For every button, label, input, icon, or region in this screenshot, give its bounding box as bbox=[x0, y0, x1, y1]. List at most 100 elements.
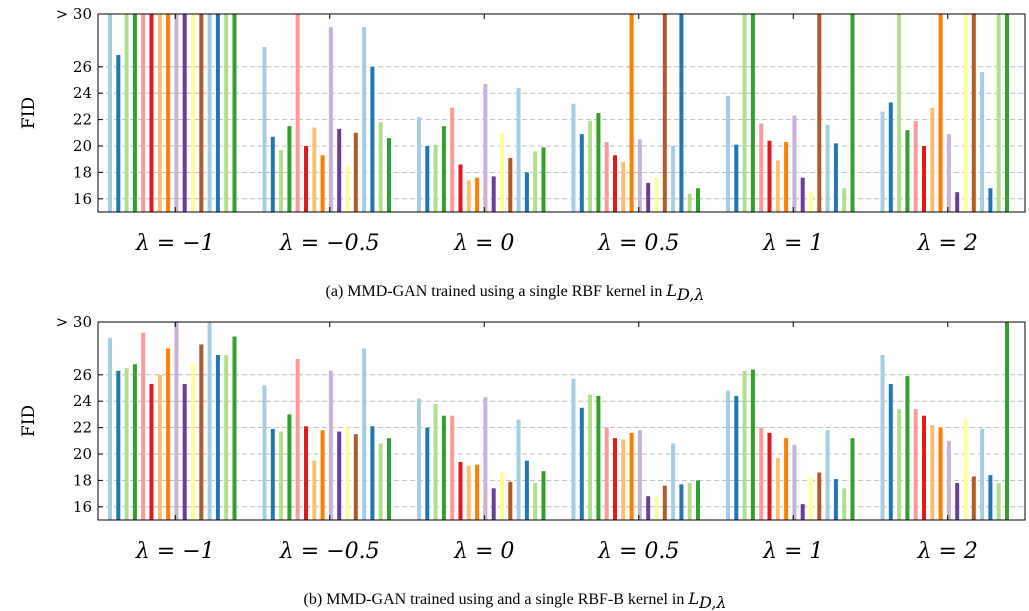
bar bbox=[458, 164, 463, 212]
x-tick-label: λ = 2 bbox=[917, 539, 978, 564]
bar bbox=[370, 426, 375, 520]
x-tick-label: λ = 1 bbox=[762, 231, 823, 256]
bar bbox=[637, 139, 642, 212]
bar bbox=[767, 432, 772, 520]
bar bbox=[938, 14, 943, 212]
bar bbox=[417, 398, 421, 520]
bar bbox=[353, 434, 358, 520]
caption: (a) MMD-GAN trained using a single RBF k… bbox=[326, 281, 705, 304]
bar bbox=[191, 364, 195, 520]
bar bbox=[491, 176, 496, 212]
bar bbox=[646, 182, 651, 212]
bar bbox=[232, 14, 237, 212]
y-tick-label: 20 bbox=[73, 445, 92, 463]
bar bbox=[149, 384, 154, 520]
bar bbox=[508, 481, 513, 520]
y-tick-label: 16 bbox=[73, 498, 92, 516]
bar bbox=[362, 348, 367, 520]
bar bbox=[224, 355, 229, 520]
bar bbox=[425, 146, 430, 212]
bar bbox=[132, 364, 137, 520]
bar bbox=[687, 193, 692, 212]
bar bbox=[182, 14, 187, 212]
bar bbox=[792, 115, 797, 212]
bar bbox=[304, 146, 308, 212]
bar bbox=[387, 138, 391, 212]
bar bbox=[124, 14, 129, 212]
bar bbox=[996, 483, 1001, 520]
bar bbox=[646, 496, 651, 520]
plot-frame bbox=[97, 321, 1026, 521]
bar bbox=[946, 440, 951, 520]
x-tick-label: λ = 0 bbox=[453, 231, 514, 256]
bar bbox=[516, 419, 521, 520]
bar bbox=[687, 483, 692, 520]
bar bbox=[963, 14, 968, 212]
bar bbox=[441, 126, 446, 212]
x-tick-label: λ = 0.5 bbox=[597, 231, 679, 256]
bar bbox=[742, 370, 747, 520]
y-tick-label: 22 bbox=[73, 419, 92, 437]
bar bbox=[775, 160, 780, 212]
bar bbox=[433, 144, 438, 212]
bar bbox=[425, 427, 430, 520]
bar bbox=[946, 134, 951, 212]
bar bbox=[295, 14, 300, 212]
bar bbox=[328, 370, 333, 520]
bar bbox=[579, 134, 584, 212]
bar bbox=[596, 395, 601, 520]
bar bbox=[215, 355, 220, 520]
bar bbox=[108, 14, 112, 212]
bar bbox=[588, 120, 593, 212]
bar bbox=[328, 27, 333, 213]
bar bbox=[963, 418, 968, 520]
bar bbox=[337, 128, 342, 212]
bar bbox=[930, 424, 935, 520]
y-tick-label-top: > 30 bbox=[56, 313, 92, 331]
bar bbox=[784, 142, 789, 212]
bar bbox=[971, 14, 976, 212]
caption: (b) MMD-GAN trained using and a single R… bbox=[304, 589, 727, 611]
bar bbox=[191, 14, 195, 212]
bar bbox=[905, 130, 910, 212]
bar bbox=[971, 476, 976, 520]
y-tick-label: 26 bbox=[73, 366, 92, 384]
bar bbox=[938, 427, 943, 520]
bar bbox=[475, 464, 480, 520]
bar bbox=[215, 14, 220, 212]
bar bbox=[696, 480, 700, 520]
bar bbox=[621, 161, 626, 212]
bar bbox=[905, 376, 910, 520]
y-tick-label: 18 bbox=[73, 471, 92, 489]
bar bbox=[279, 431, 284, 520]
y-tick-labels: 16 18 20 22 24 26 > 30 bbox=[56, 313, 103, 516]
bar bbox=[387, 438, 391, 520]
y-tick-label: 20 bbox=[73, 137, 92, 155]
bar bbox=[262, 47, 267, 212]
x-tick-labels: λ = −1 λ = −0.5 λ = 0 λ = 0.5 λ = 1 λ = 2 bbox=[135, 322, 978, 564]
bar bbox=[792, 444, 797, 520]
bar bbox=[475, 177, 480, 212]
bar bbox=[571, 103, 576, 212]
bar bbox=[141, 14, 146, 212]
bar bbox=[541, 471, 546, 520]
bar bbox=[996, 14, 1001, 212]
bar bbox=[696, 188, 700, 212]
bar bbox=[262, 385, 267, 520]
bar bbox=[671, 443, 676, 520]
bar bbox=[880, 111, 885, 212]
bar bbox=[516, 87, 521, 212]
bar bbox=[157, 14, 162, 212]
bar bbox=[850, 14, 855, 212]
bar bbox=[604, 142, 609, 212]
bar bbox=[654, 496, 659, 520]
plot-frame bbox=[97, 13, 1026, 213]
bar bbox=[199, 14, 204, 212]
bar bbox=[433, 403, 438, 520]
bar bbox=[679, 484, 684, 520]
bar bbox=[312, 127, 317, 212]
bar bbox=[596, 113, 601, 212]
